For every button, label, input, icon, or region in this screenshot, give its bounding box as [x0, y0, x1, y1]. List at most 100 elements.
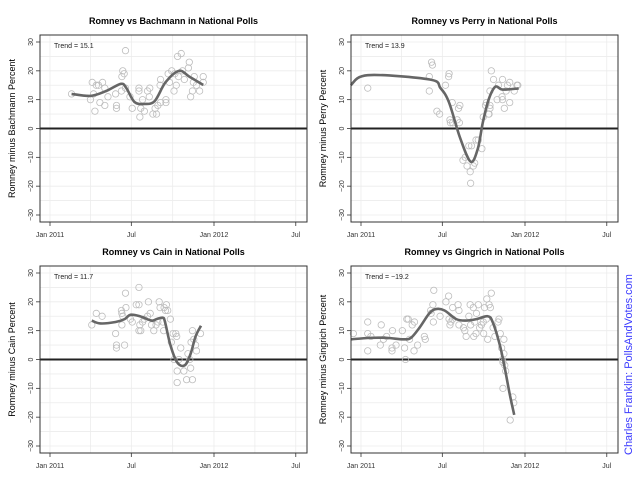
poll-point — [487, 289, 495, 297]
poll-point — [425, 87, 433, 95]
y-tick-label: 20 — [339, 298, 346, 306]
poll-point — [135, 327, 143, 335]
poll-point — [376, 341, 384, 349]
poll-point — [400, 344, 409, 352]
poll-point — [146, 84, 154, 92]
poll-point — [92, 309, 100, 317]
poll-point — [500, 335, 508, 343]
y-tick-label: −10 — [339, 382, 346, 394]
poll-point — [446, 119, 455, 127]
poll-point — [172, 329, 180, 338]
poll-point — [454, 301, 462, 309]
poll-point — [182, 376, 191, 384]
poll-point — [92, 81, 100, 89]
poll-point — [430, 286, 438, 294]
poll-point — [135, 84, 143, 92]
poll-point — [498, 96, 507, 104]
poll-point — [388, 327, 397, 335]
y-tick-label: 0 — [28, 126, 35, 130]
poll-point — [489, 75, 498, 84]
poll-point — [112, 90, 120, 98]
poll-point — [445, 292, 453, 300]
poll-point — [166, 315, 175, 323]
poll-point — [135, 283, 143, 292]
poll-point — [122, 303, 130, 312]
poll-point — [463, 162, 471, 170]
poll-point — [349, 329, 357, 338]
y-tick-label: −20 — [28, 411, 35, 423]
poll-point — [136, 113, 144, 121]
poll-point — [480, 329, 488, 338]
poll-point — [427, 58, 436, 66]
poll-point — [180, 367, 188, 375]
poll-point — [177, 344, 185, 352]
x-tick-label: Jul — [602, 232, 611, 239]
y-axis-label: Romney minus Cain Percent — [7, 302, 17, 417]
poll-point — [118, 321, 126, 329]
poll-point — [156, 98, 165, 107]
x-tick-label: Jul — [291, 463, 300, 470]
y-axis-label: Romney minus Bachmann Percent — [7, 58, 17, 198]
poll-point — [506, 416, 514, 424]
poll-point — [101, 101, 109, 110]
poll-point — [398, 327, 406, 335]
poll-point — [436, 312, 444, 320]
poll-point — [441, 81, 450, 89]
y-tick-label: −30 — [339, 209, 346, 221]
poll-point — [112, 101, 121, 110]
y-tick-label: 30 — [28, 38, 35, 46]
poll-point — [495, 315, 503, 323]
poll-point — [112, 341, 121, 349]
poll-point — [174, 73, 183, 81]
poll-point — [152, 110, 161, 118]
panel-4: 30 20 10 0 −10 −20 −30 Jan 2011 Jul Jan 2012 Jul Ro… — [318, 247, 619, 470]
poll-point — [465, 142, 473, 150]
poll-point — [96, 98, 104, 107]
poll-point — [144, 298, 152, 306]
poll-point — [480, 303, 489, 312]
poll-point — [456, 101, 464, 110]
y-tick-label: 10 — [339, 327, 346, 335]
poll-point — [484, 335, 492, 343]
poll-point — [140, 107, 148, 115]
y-tick-label: 0 — [339, 126, 346, 130]
poll-point — [404, 315, 412, 323]
poll-point — [156, 75, 165, 84]
poll-point — [188, 327, 197, 335]
poll-point — [367, 332, 375, 341]
poll-point — [436, 110, 444, 118]
poll-point — [137, 327, 145, 335]
poll-point — [472, 329, 480, 338]
y-tick-label: −30 — [339, 440, 346, 452]
x-tick-label: Jul — [438, 232, 447, 239]
panel-1: 30 20 10 0 −10 −20 −30 Jan 2011 Jul Jan 2012 Jul Ro… — [7, 16, 308, 239]
poll-point — [494, 318, 502, 326]
poll-point — [120, 341, 129, 349]
x-tick-label: Jul — [602, 463, 611, 470]
poll-point — [91, 107, 99, 115]
poll-point — [461, 327, 469, 335]
poll-point — [128, 318, 136, 326]
y-tick-label: 20 — [28, 298, 35, 306]
poll-point — [164, 306, 172, 315]
panel-2: 30 20 10 0 −10 −20 −30 Jan 2011 Jul Jan 2012 Jul Ro… — [318, 16, 619, 239]
poll-point — [120, 70, 128, 78]
poll-point — [172, 81, 180, 89]
poll-point — [173, 378, 181, 387]
poll-point — [446, 321, 454, 329]
trend-label: Trend = −19.2 — [365, 274, 409, 281]
poll-point — [121, 289, 130, 297]
x-tick-label: Jan 2011 — [36, 463, 64, 470]
x-tick-label: Jan 2011 — [36, 232, 64, 239]
x-tick-label: Jan 2012 — [511, 232, 540, 239]
x-tick-label: Jul — [291, 232, 300, 239]
x-tick-label: Jan 2012 — [200, 232, 229, 239]
poll-point — [474, 301, 482, 309]
poll-point — [383, 332, 391, 341]
trend-line — [71, 69, 204, 106]
trend-line — [349, 73, 519, 164]
poll-point — [155, 298, 163, 306]
poll-point — [162, 96, 170, 104]
poll-point — [410, 347, 418, 355]
